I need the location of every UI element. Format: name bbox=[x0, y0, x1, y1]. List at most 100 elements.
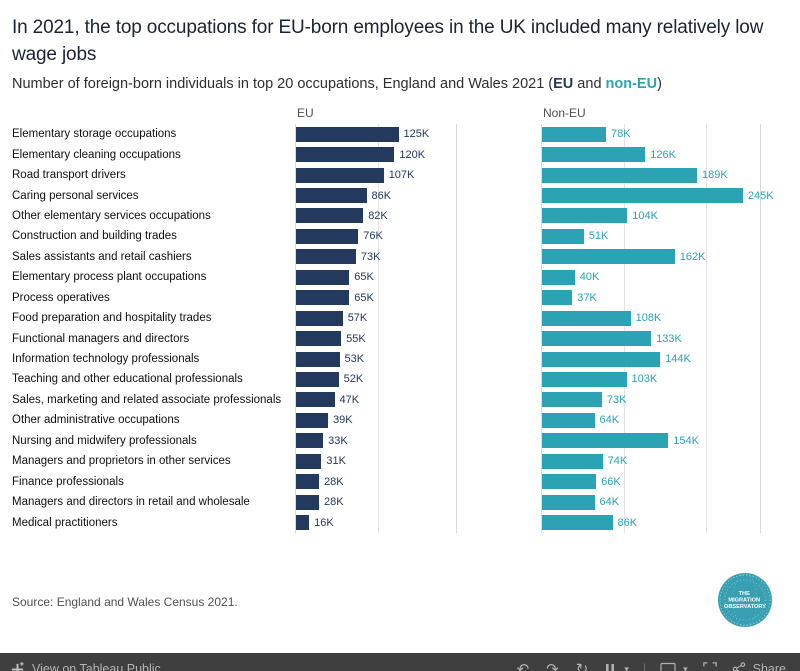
chevron-down-icon[interactable]: ▾ bbox=[624, 663, 629, 671]
refresh-icon[interactable]: ↻ bbox=[575, 661, 589, 671]
chart-row: Elementary storage occupations 125K 78K bbox=[12, 124, 800, 145]
chart-row: Functional managers and directors 55K 133K bbox=[12, 328, 800, 349]
chart-row: Sales assistants and retail cashiers 73K 1… bbox=[12, 246, 800, 268]
noneu-bar[interactable] bbox=[542, 310, 631, 326]
noneu-bar-panel: 245K bbox=[541, 185, 774, 206]
chart-row: Nursing and midwifery professionals 33K 15… bbox=[12, 430, 800, 451]
eu-bar[interactable] bbox=[296, 412, 328, 428]
noneu-bar[interactable] bbox=[542, 331, 652, 347]
eu-bar[interactable] bbox=[296, 147, 395, 163]
gridline-100k bbox=[624, 226, 625, 247]
undo-icon[interactable]: ↶ bbox=[516, 661, 530, 671]
category-label: Elementary process plant occupations bbox=[12, 271, 207, 284]
eu-bar[interactable] bbox=[296, 331, 342, 347]
eu-bar-panel: 125K bbox=[295, 124, 457, 145]
eu-bar[interactable] bbox=[296, 249, 356, 265]
eu-bar[interactable] bbox=[296, 351, 340, 367]
eu-bar[interactable] bbox=[296, 392, 335, 408]
gridline-200k bbox=[706, 164, 707, 186]
noneu-bar-panel: 64K bbox=[541, 410, 761, 431]
noneu-value-label: 104K bbox=[632, 209, 658, 222]
eu-bar[interactable] bbox=[296, 371, 339, 387]
noneu-bar[interactable] bbox=[542, 371, 627, 387]
migration-observatory-logo[interactable]: THE MIGRATION OBSERVATORY bbox=[716, 571, 774, 629]
eu-value-label: 28K bbox=[324, 496, 344, 509]
share-button[interactable]: Share bbox=[752, 662, 786, 671]
eu-bar[interactable] bbox=[296, 515, 310, 531]
view-on-tableau-link[interactable]: View on Tableau Public bbox=[32, 662, 161, 671]
eu-bar-panel: 86K bbox=[295, 185, 457, 206]
noneu-bar[interactable] bbox=[542, 269, 575, 285]
noneu-bar[interactable] bbox=[542, 126, 606, 142]
eu-value-label: 120K bbox=[399, 148, 426, 161]
eu-bar[interactable] bbox=[296, 494, 319, 510]
gridline-200k bbox=[706, 144, 707, 165]
fullscreen-icon[interactable] bbox=[702, 662, 717, 671]
gridline-200k bbox=[706, 512, 707, 533]
category-label: Other elementary services occupations bbox=[12, 209, 211, 222]
noneu-bar-panel: 86K bbox=[541, 512, 761, 533]
display-download-icon[interactable] bbox=[660, 662, 676, 671]
noneu-bar[interactable] bbox=[542, 228, 584, 244]
eu-bar[interactable] bbox=[296, 290, 350, 306]
eu-bar[interactable] bbox=[296, 310, 343, 326]
chart-row: Elementary cleaning occupations 120K 126K bbox=[12, 144, 800, 165]
eu-bar[interactable] bbox=[296, 208, 364, 224]
category-label: Food preparation and hospitality trades bbox=[12, 312, 212, 325]
noneu-bar[interactable] bbox=[542, 392, 602, 408]
noneu-bar[interactable] bbox=[542, 147, 646, 163]
eu-bar-panel: 31K bbox=[295, 451, 457, 472]
noneu-value-label: 74K bbox=[607, 455, 628, 468]
eu-value-label: 73K bbox=[360, 250, 381, 263]
category-label: Information technology professionals bbox=[12, 353, 200, 366]
gridline-200k bbox=[706, 328, 707, 349]
category-label: Elementary storage occupations bbox=[12, 128, 177, 141]
noneu-bar[interactable] bbox=[542, 412, 595, 428]
gridline-100k bbox=[624, 124, 625, 145]
logo-text: THE bbox=[739, 591, 750, 597]
eu-bar[interactable] bbox=[296, 269, 350, 285]
eu-value-label: 31K bbox=[326, 455, 346, 468]
noneu-bar[interactable] bbox=[542, 167, 697, 183]
noneu-bar[interactable] bbox=[542, 290, 573, 306]
gridline-200k bbox=[706, 287, 707, 308]
logo-text: OBSERVATORY bbox=[724, 604, 766, 610]
pause-icon[interactable] bbox=[605, 663, 615, 671]
gridline-200k bbox=[706, 205, 707, 227]
tableau-logo-icon[interactable] bbox=[10, 661, 25, 671]
eu-bar[interactable] bbox=[296, 126, 399, 142]
noneu-bar-panel: 162K bbox=[541, 246, 761, 268]
eu-bar-panel: 73K bbox=[295, 246, 457, 268]
logo-circle bbox=[718, 573, 772, 627]
eu-bar[interactable] bbox=[296, 228, 359, 244]
eu-bar[interactable] bbox=[296, 167, 384, 183]
share-icon[interactable] bbox=[732, 662, 746, 671]
eu-bar[interactable] bbox=[296, 453, 322, 469]
category-label: Nursing and midwifery professionals bbox=[12, 434, 197, 447]
noneu-bar[interactable] bbox=[542, 494, 595, 510]
noneu-bar[interactable] bbox=[542, 249, 675, 265]
eu-bar-panel: 57K bbox=[295, 307, 457, 329]
category-label: Teaching and other educational professio… bbox=[12, 373, 243, 386]
noneu-bar[interactable] bbox=[542, 188, 743, 204]
eu-bar[interactable] bbox=[296, 474, 319, 490]
noneu-bar[interactable] bbox=[542, 453, 603, 469]
noneu-value-label: 86K bbox=[617, 516, 638, 529]
noneu-bar[interactable] bbox=[542, 351, 661, 367]
chevron-down-icon[interactable]: ▾ bbox=[683, 663, 688, 671]
noneu-bar[interactable] bbox=[542, 208, 628, 224]
category-label: Sales, marketing and related associate p… bbox=[12, 393, 282, 406]
eu-bar-panel: 65K bbox=[295, 287, 457, 308]
noneu-bar[interactable] bbox=[542, 515, 613, 531]
gridline-100k bbox=[378, 246, 379, 268]
noneu-bar[interactable] bbox=[542, 433, 669, 449]
eu-bar[interactable] bbox=[296, 433, 324, 449]
eu-bar[interactable] bbox=[296, 188, 367, 204]
noneu-value-label: 126K bbox=[650, 148, 676, 161]
eu-bar-panel: 28K bbox=[295, 491, 457, 513]
noneu-bar[interactable] bbox=[542, 474, 597, 490]
gridline-100k bbox=[378, 348, 379, 370]
redo-icon[interactable]: ↷ bbox=[546, 661, 559, 671]
noneu-value-label: 64K bbox=[599, 414, 620, 427]
category-label: Sales assistants and retail cashiers bbox=[12, 250, 192, 263]
